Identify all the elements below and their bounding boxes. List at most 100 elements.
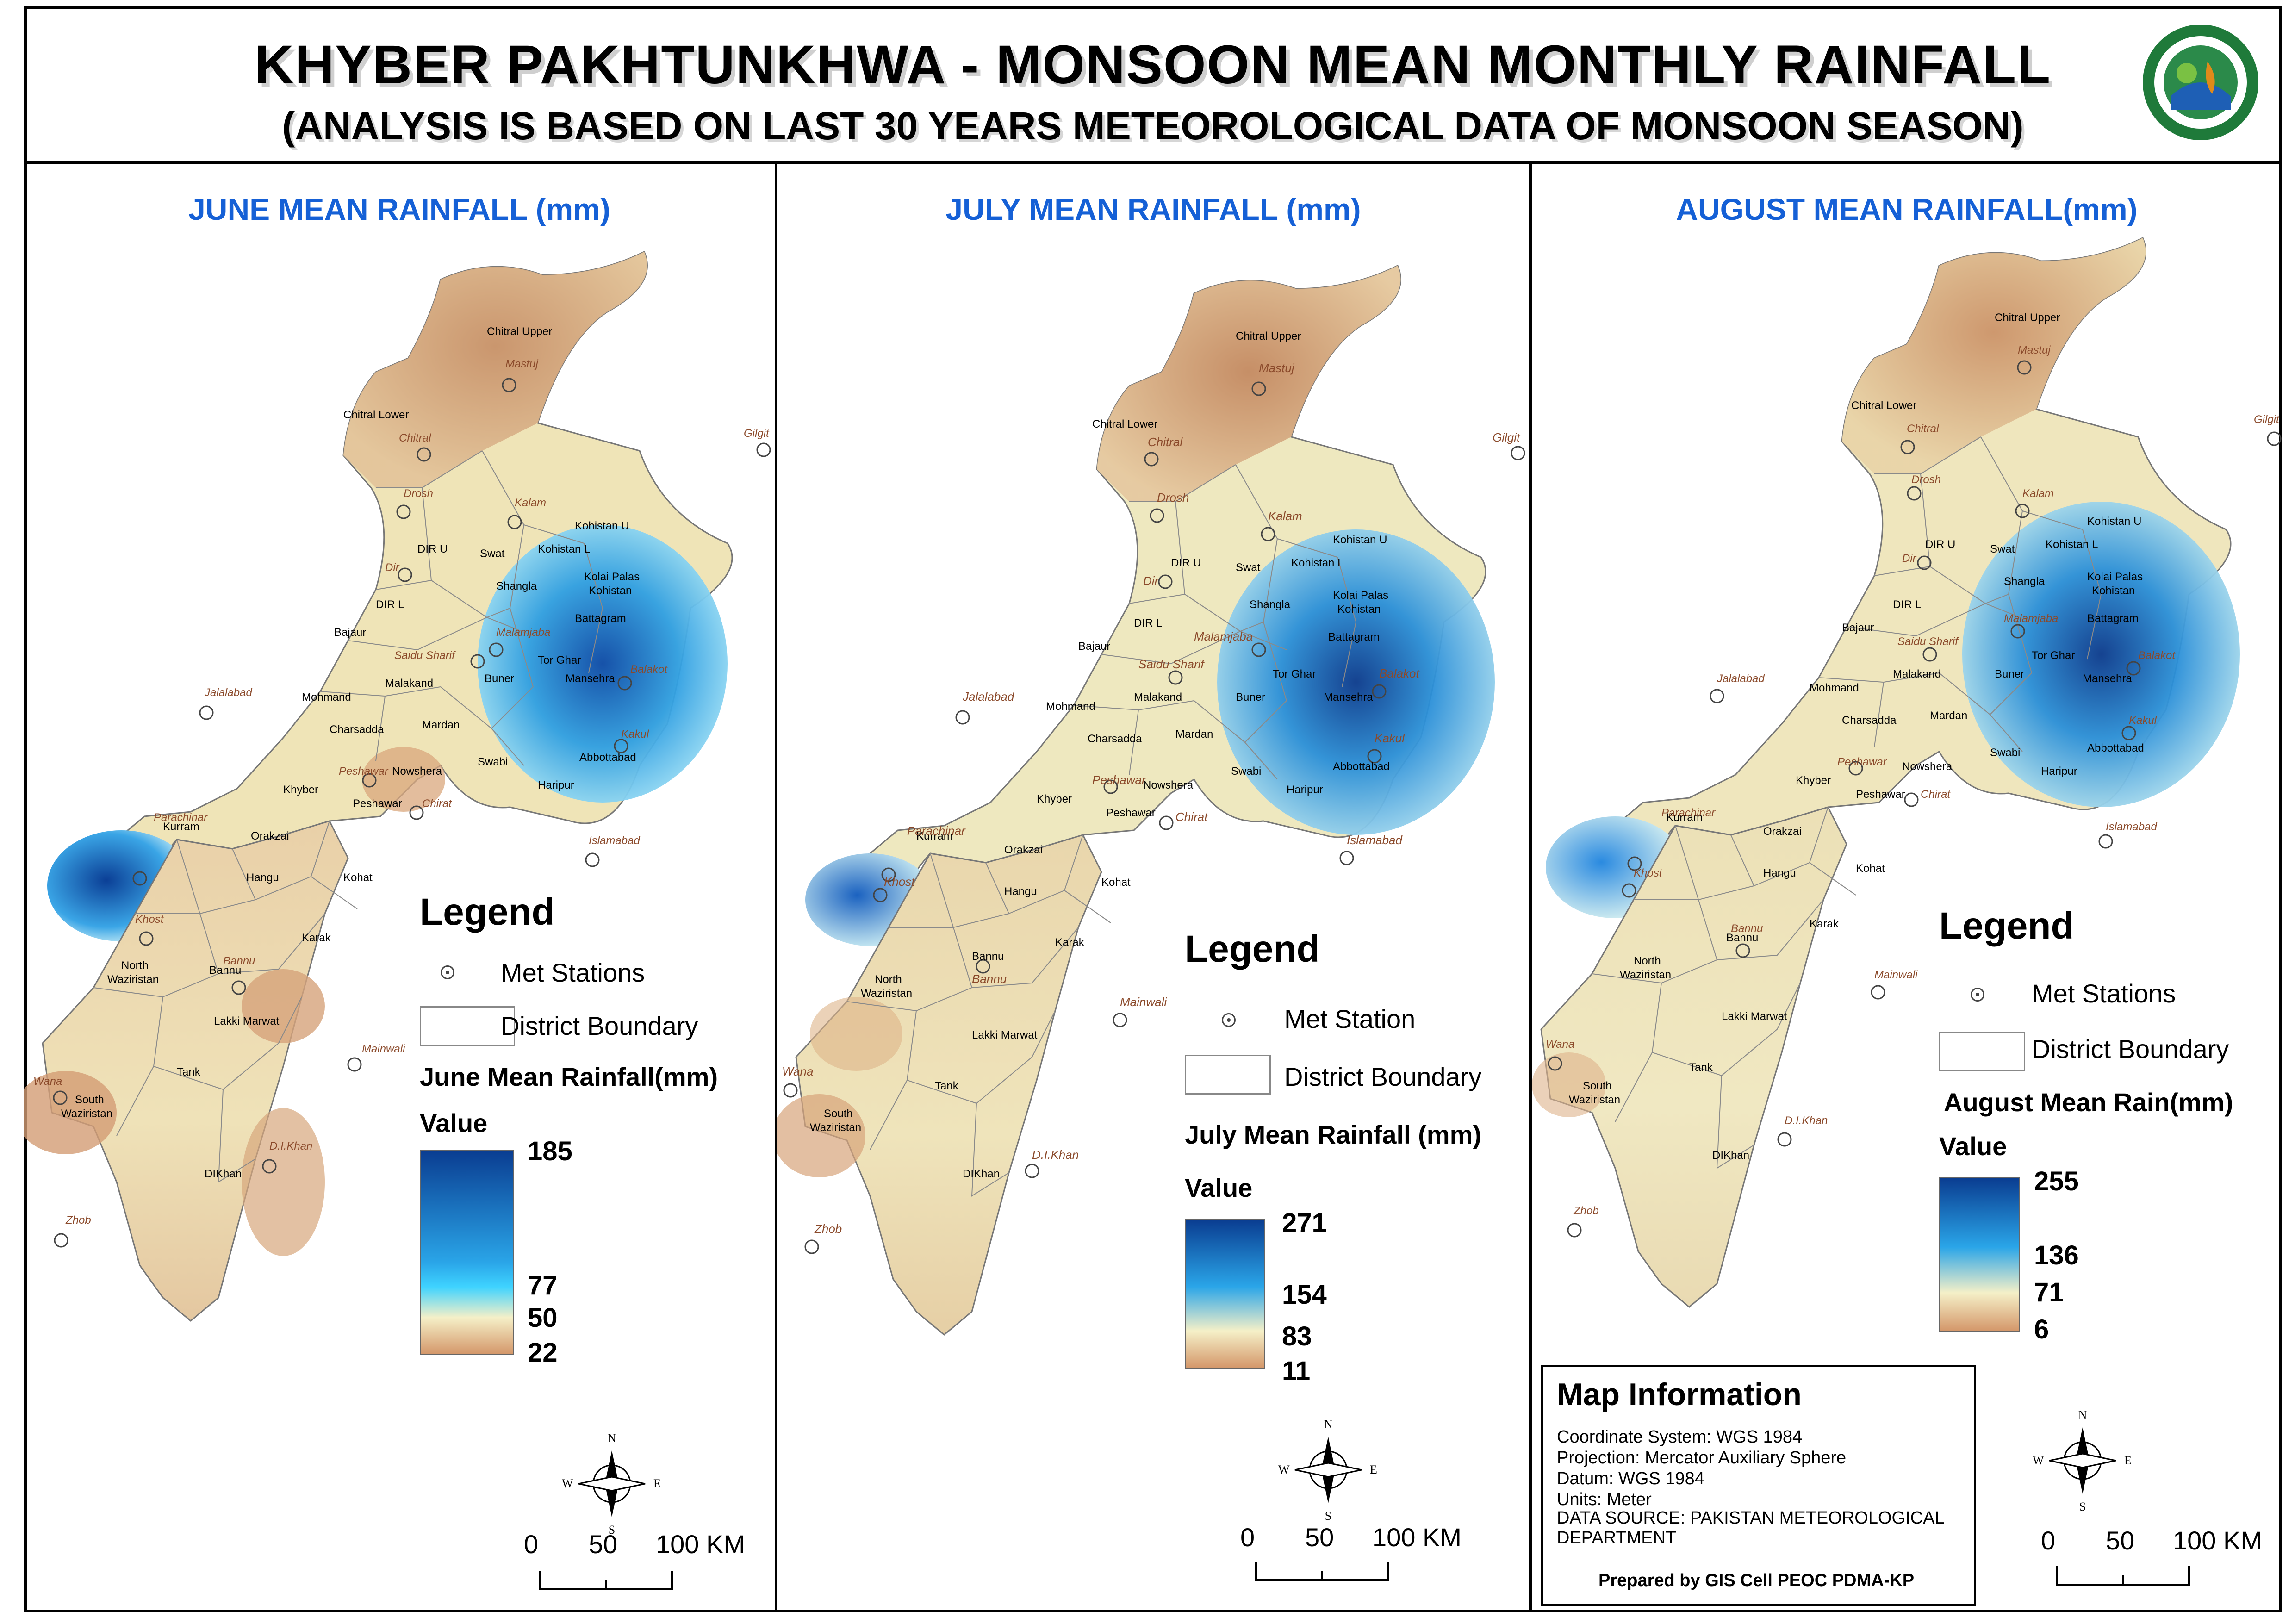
scale-label-0-june: 0 <box>524 1530 539 1559</box>
legend-title-june: Legend <box>420 891 555 933</box>
label-tank: Tank <box>177 1066 201 1078</box>
label-kurram: Kurram <box>916 830 953 842</box>
panel-june: JUNE MEAN RAINFALL (mm) <box>24 164 777 1612</box>
label-nowshera: Nowshera <box>392 765 442 778</box>
label-karak: Karak <box>302 932 331 944</box>
label-buner: Buner <box>485 672 514 685</box>
label-hangu: Hangu <box>1004 885 1037 898</box>
scale-label-50-june: 50 <box>589 1530 618 1559</box>
station-di-khan: D.I.Khan <box>1785 1114 1828 1127</box>
label-kohat: Kohat <box>1101 876 1131 889</box>
label-dir-l: DIR L <box>376 598 404 611</box>
label-shangla: Shangla <box>496 580 537 592</box>
label-charsadda: Charsadda <box>1088 733 1142 745</box>
pdma-logo <box>2143 25 2258 140</box>
panel-title-june: JUNE MEAN RAINFALL (mm) <box>188 192 610 226</box>
label-kohat: Kohat <box>1856 862 1885 875</box>
station-markers-august <box>1548 360 2282 1238</box>
compass-e-june: E <box>653 1477 661 1490</box>
scale-label-0-july: 0 <box>1240 1523 1255 1552</box>
label-orakzai: Orakzai <box>1004 844 1043 856</box>
compass-w-june: W <box>562 1477 573 1490</box>
compass-w-july: W <box>1278 1463 1290 1476</box>
station-kalam: Kalam <box>1268 509 1302 523</box>
station-parachinar: Parachinar <box>154 811 208 824</box>
label-chitral-upper: Chitral Upper <box>1995 311 2060 324</box>
label-kohat: Kohat <box>343 871 373 884</box>
label-swat: Swat <box>1990 543 2015 555</box>
panel-title-august: AUGUST MEAN RAINFALL(mm) <box>1676 192 2138 226</box>
map-info-credit: Prepared by GIS Cell PEOC PDMA-KP <box>1598 1571 1915 1590</box>
station-kakul: Kakul <box>2129 714 2157 727</box>
label-lakki-marwat: Lakki Marwat <box>1722 1010 1787 1023</box>
scale-label-50-august: 50 <box>2106 1526 2135 1555</box>
ramp-max-august: 255 <box>2034 1166 2079 1196</box>
map-info-coordinate-system: Coordinate System: WGS 1984 <box>1557 1427 1803 1447</box>
map-info-department: DEPARTMENT <box>1557 1528 1677 1548</box>
ramp-low-june: 50 <box>528 1303 558 1333</box>
station-labels-july: Mastuj Chitral Drosh Kalam Gilgit Dir Ma… <box>782 361 1521 1236</box>
compass-n-june: N <box>608 1431 616 1445</box>
label-kohistan-l: Kohistan L <box>2046 538 2098 551</box>
label-haripur: Haripur <box>2041 765 2077 778</box>
label-bannu-district: Bannu <box>972 950 1004 963</box>
label-peshawar: Peshawar <box>353 797 402 810</box>
station-islamabad: Islamabad <box>589 834 640 847</box>
scale-bar-june <box>539 1571 673 1590</box>
station-bannu: Bannu <box>223 955 255 967</box>
label-kohistan: Kohistan <box>589 585 632 597</box>
label-khyber: Khyber <box>1037 793 1072 805</box>
ramp-min-july: 11 <box>1282 1356 1311 1386</box>
label-lakki-marwat: Lakki Marwat <box>214 1015 280 1027</box>
label-north-waziristan-2: Waziristan <box>107 973 159 986</box>
compass-s-july: S <box>1325 1509 1331 1523</box>
label-charsadda: Charsadda <box>330 723 384 736</box>
label-dikhan: DIKhan <box>205 1168 242 1180</box>
label-dir-u: DIR U <box>1925 538 1955 551</box>
label-kohistan-l: Kohistan L <box>1291 557 1343 569</box>
label-dir-l: DIR L <box>1893 598 1921 611</box>
label-tor-ghar: Tor Ghar <box>2032 649 2075 662</box>
label-north-waziristan-2: Waziristan <box>1620 969 1671 981</box>
scale-label-100-august: 100 KM <box>2173 1526 2262 1555</box>
station-labels-august: Mastuj Chitral Drosh Kalam Gilgit Dir Ma… <box>1546 344 2280 1217</box>
label-swat: Swat <box>480 548 505 560</box>
scale-label-100-june: 100 KM <box>656 1530 745 1559</box>
label-haripur: Haripur <box>1287 784 1323 796</box>
ramp-low-august: 71 <box>2034 1277 2064 1307</box>
station-chitral: Chitral <box>1148 435 1183 449</box>
label-dikhan: DIKhan <box>963 1168 1000 1180</box>
station-malamjaba: Malamjaba <box>2004 612 2058 625</box>
station-balakot: Balakot <box>1379 666 1420 680</box>
station-mastuj: Mastuj <box>2018 344 2051 356</box>
label-mohmand: Mohmand <box>1046 700 1095 713</box>
station-mastuj: Mastuj <box>505 358 538 370</box>
label-south-waziristan-2: Waziristan <box>61 1108 112 1120</box>
station-balakot: Balakot <box>630 663 668 676</box>
label-buner: Buner <box>1236 691 1265 703</box>
station-markers-june <box>53 378 771 1248</box>
label-karak: Karak <box>1810 918 1839 930</box>
station-dir: Dir <box>385 561 400 574</box>
label-south-waziristan-1: South <box>1583 1080 1612 1092</box>
map-august: Chitral Upper Chitral Lower DIR U Swat K… <box>1532 236 2282 1308</box>
label-swabi: Swabi <box>478 756 508 768</box>
station-khost: Khost <box>1634 867 1663 879</box>
label-lakki-marwat: Lakki Marwat <box>972 1029 1038 1041</box>
legend-stations-june: Met Stations <box>501 958 645 987</box>
label-kolai-palas: Kolai Palas <box>2087 571 2143 583</box>
label-south-waziristan-1: South <box>75 1094 104 1106</box>
label-shangla: Shangla <box>1250 598 1291 611</box>
label-mardan: Mardan <box>1175 728 1213 740</box>
label-abbottabad: Abbottabad <box>2087 742 2144 754</box>
station-mainwali: Mainwali <box>362 1043 405 1055</box>
station-gilgit: Gilgit <box>1493 430 1521 444</box>
station-kalam: Kalam <box>515 497 546 509</box>
label-chitral-upper: Chitral Upper <box>487 325 552 338</box>
label-orakzai: Orakzai <box>1763 825 1802 838</box>
label-nowshera: Nowshera <box>1902 760 1953 773</box>
map-july: Chitral Upper Chitral Lower DIR U Swat K… <box>777 264 1525 1336</box>
station-chitral: Chitral <box>399 432 431 444</box>
station-wana: Wana <box>1546 1038 1574 1051</box>
label-south-waziristan-2: Waziristan <box>810 1121 861 1134</box>
